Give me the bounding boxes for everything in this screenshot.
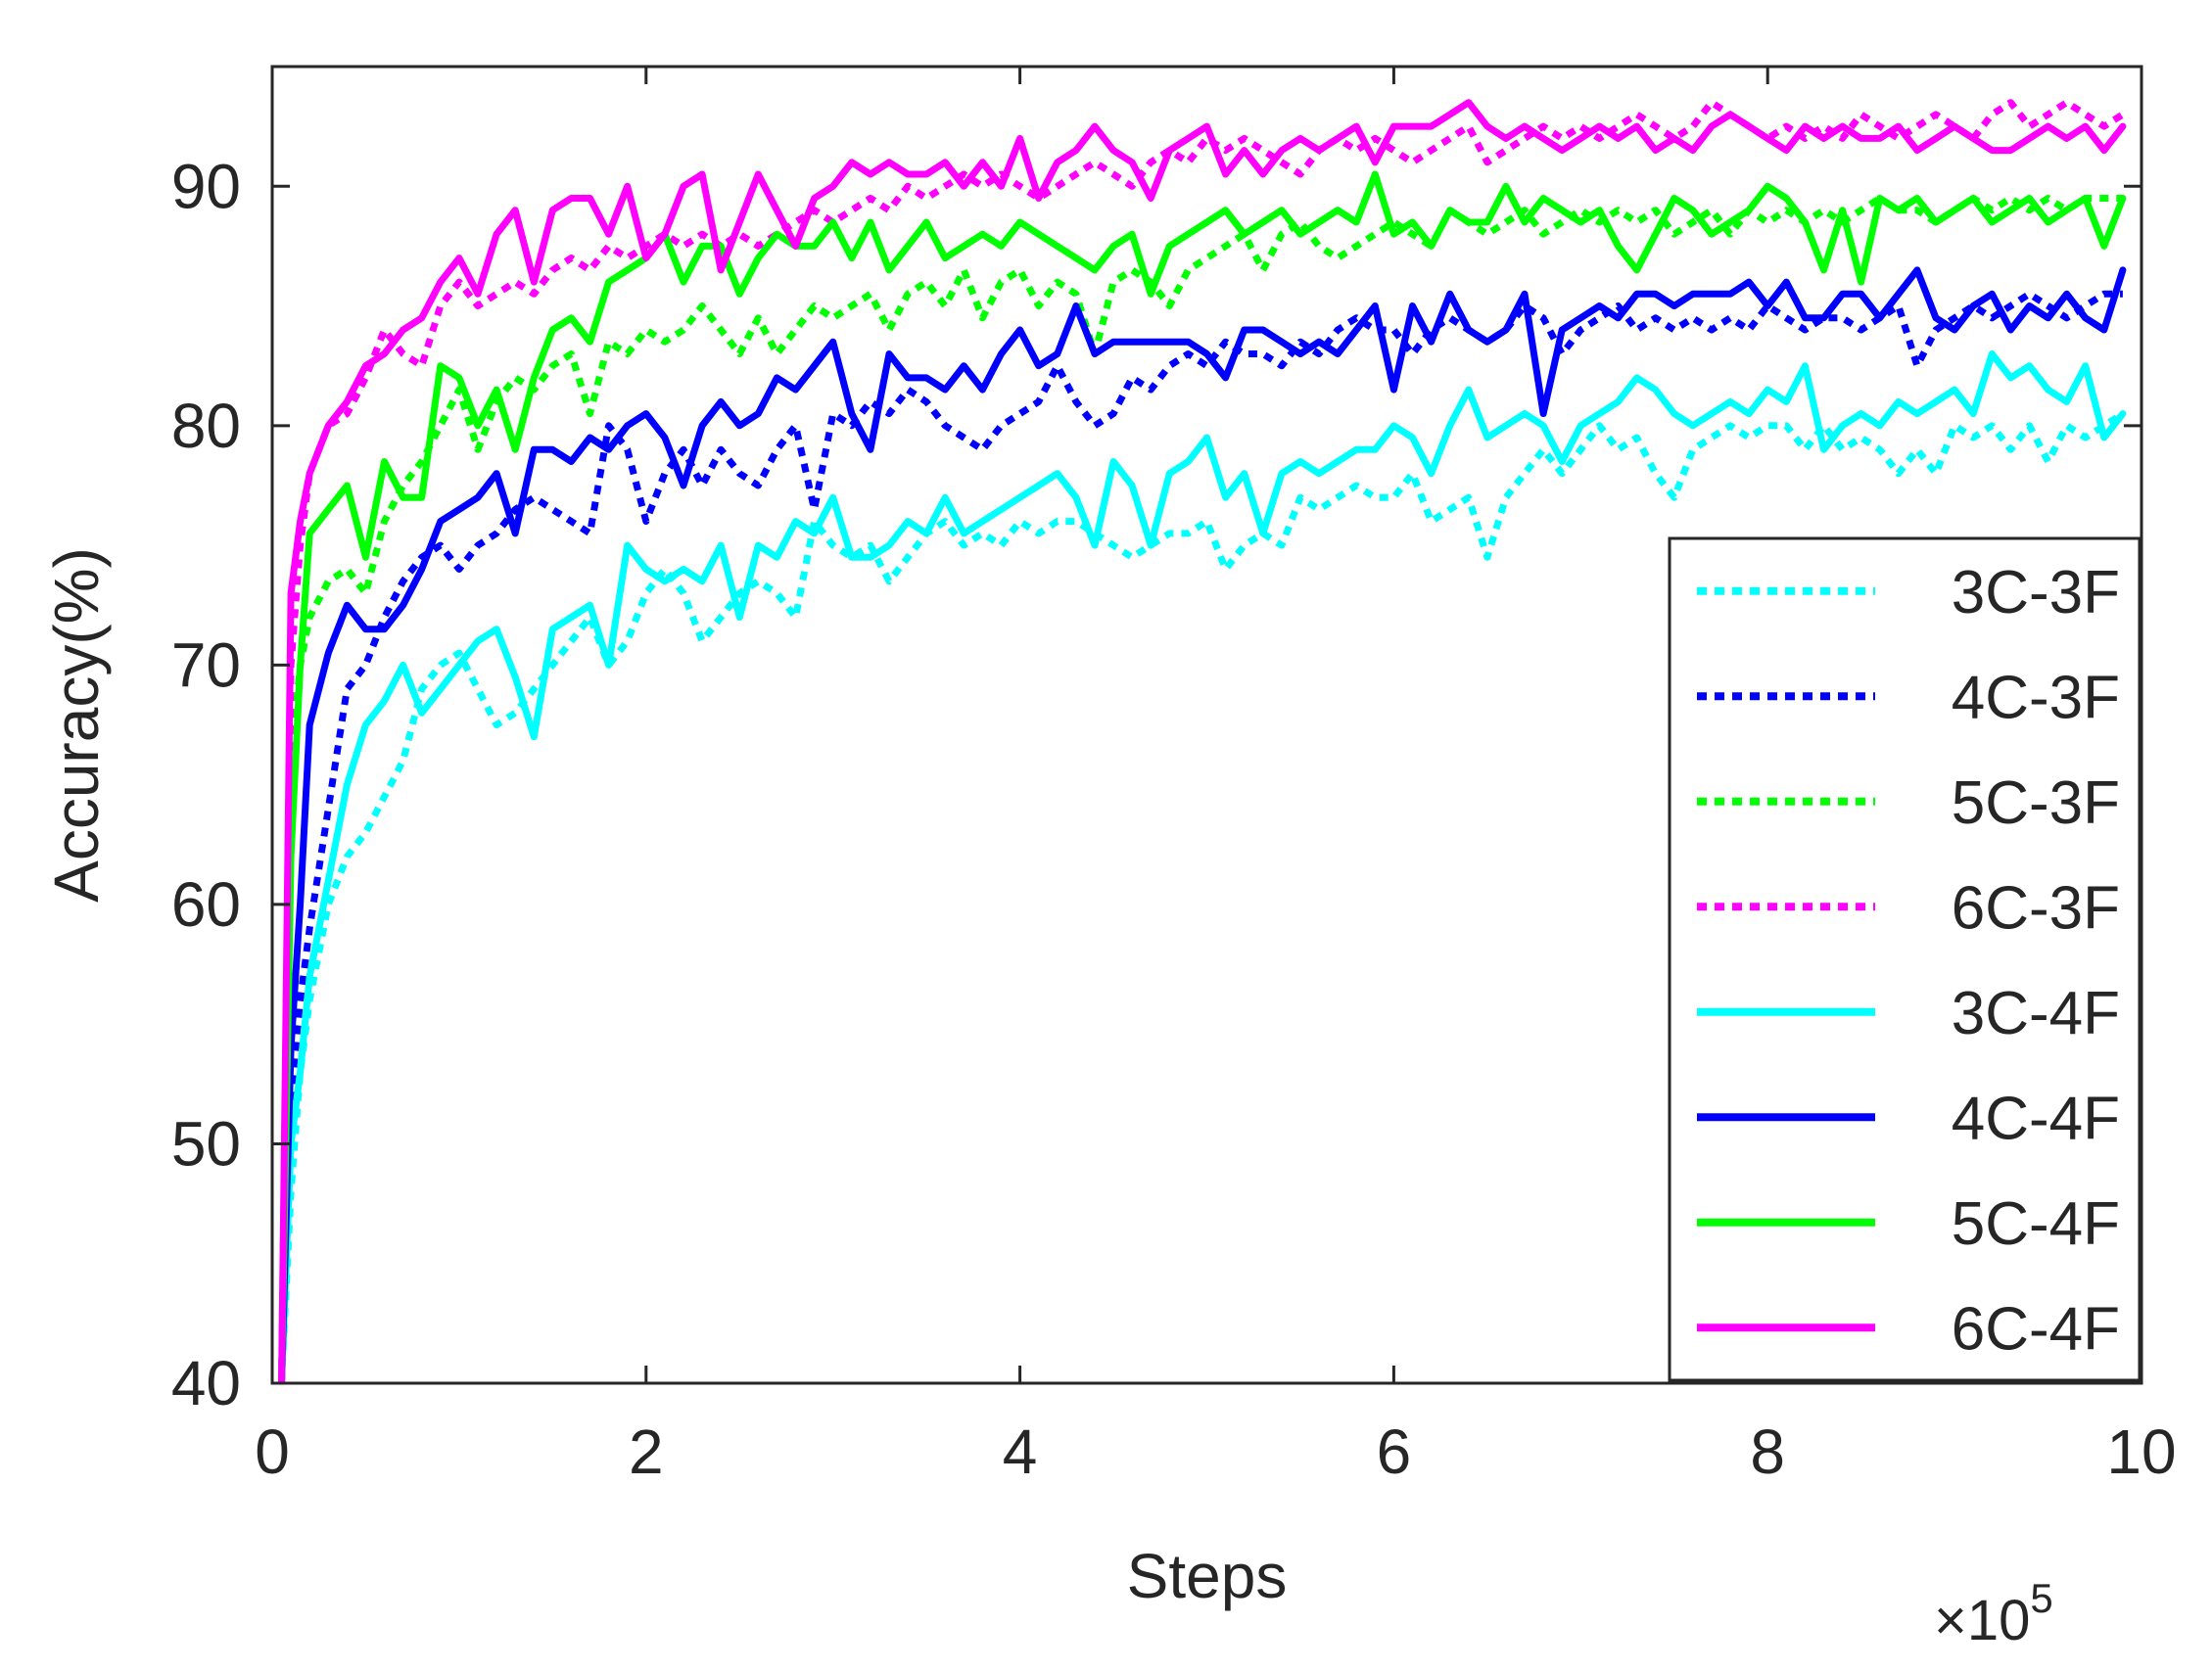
series-line-3c-3f	[278, 410, 2125, 1383]
series-line-3c-4f	[278, 350, 2127, 1383]
y-tick-label: 80	[171, 391, 241, 461]
series-line-5c-3f	[278, 195, 2123, 1383]
y-tick-label: 70	[171, 629, 241, 700]
x-tick-label: 6	[1377, 1416, 1412, 1487]
y-axis-label: Accuracy(%)	[41, 547, 112, 903]
x-tick-label: 2	[629, 1416, 664, 1487]
x-axis-multiplier: ×105	[1934, 1575, 2053, 1652]
legend: 3C-3F 4C-3F 5C-3F 6C-3F 3C-4F 4C-4F 5C-4F 6C-4F	[1668, 536, 2141, 1382]
legend-label-5c-4f: 5C-4F	[1952, 1190, 2120, 1258]
legend-label-4c-3f: 4C-3F	[1952, 664, 2120, 731]
x-axis-multiplier-exponent: 5	[2030, 1575, 2052, 1621]
x-axis-multiplier-base: ×10	[1934, 1589, 2030, 1652]
axes-frame	[270, 65, 2143, 1385]
x-tick-label: 10	[2106, 1416, 2176, 1487]
series-line-4c-3f	[278, 290, 2123, 1383]
y-tick-label: 90	[171, 151, 241, 221]
x-tick-label: 8	[1750, 1416, 1785, 1487]
legend-label-6c-4f: 6C-4F	[1952, 1295, 2120, 1363]
legend-label-3c-3f: 3C-3F	[1952, 559, 2120, 627]
series-line-5c-4f	[278, 170, 2127, 1383]
x-tick-label: 0	[255, 1416, 290, 1487]
series-line-4c-4f	[278, 266, 2127, 1383]
y-tick-label: 40	[171, 1348, 241, 1418]
y-tick-label: 60	[171, 869, 241, 940]
legend-label-3c-4f: 3C-4F	[1952, 980, 2120, 1047]
series-line-6c-4f	[278, 99, 2127, 1383]
series-lines	[278, 99, 2127, 1383]
legend-label-5c-3f: 5C-3F	[1952, 769, 2120, 837]
y-tick-label: 50	[171, 1108, 241, 1179]
legend-label-6c-3f: 6C-3F	[1952, 874, 2120, 942]
legend-box	[1668, 536, 2141, 1382]
legend-label-4c-4f: 4C-4F	[1952, 1085, 2120, 1152]
x-tick-label: 4	[1003, 1416, 1038, 1487]
axis-ticks: 0 2 4 6 8 10 40 50 60 70 80 90	[171, 67, 2177, 1487]
x-axis-label: Steps	[1127, 1541, 1288, 1611]
